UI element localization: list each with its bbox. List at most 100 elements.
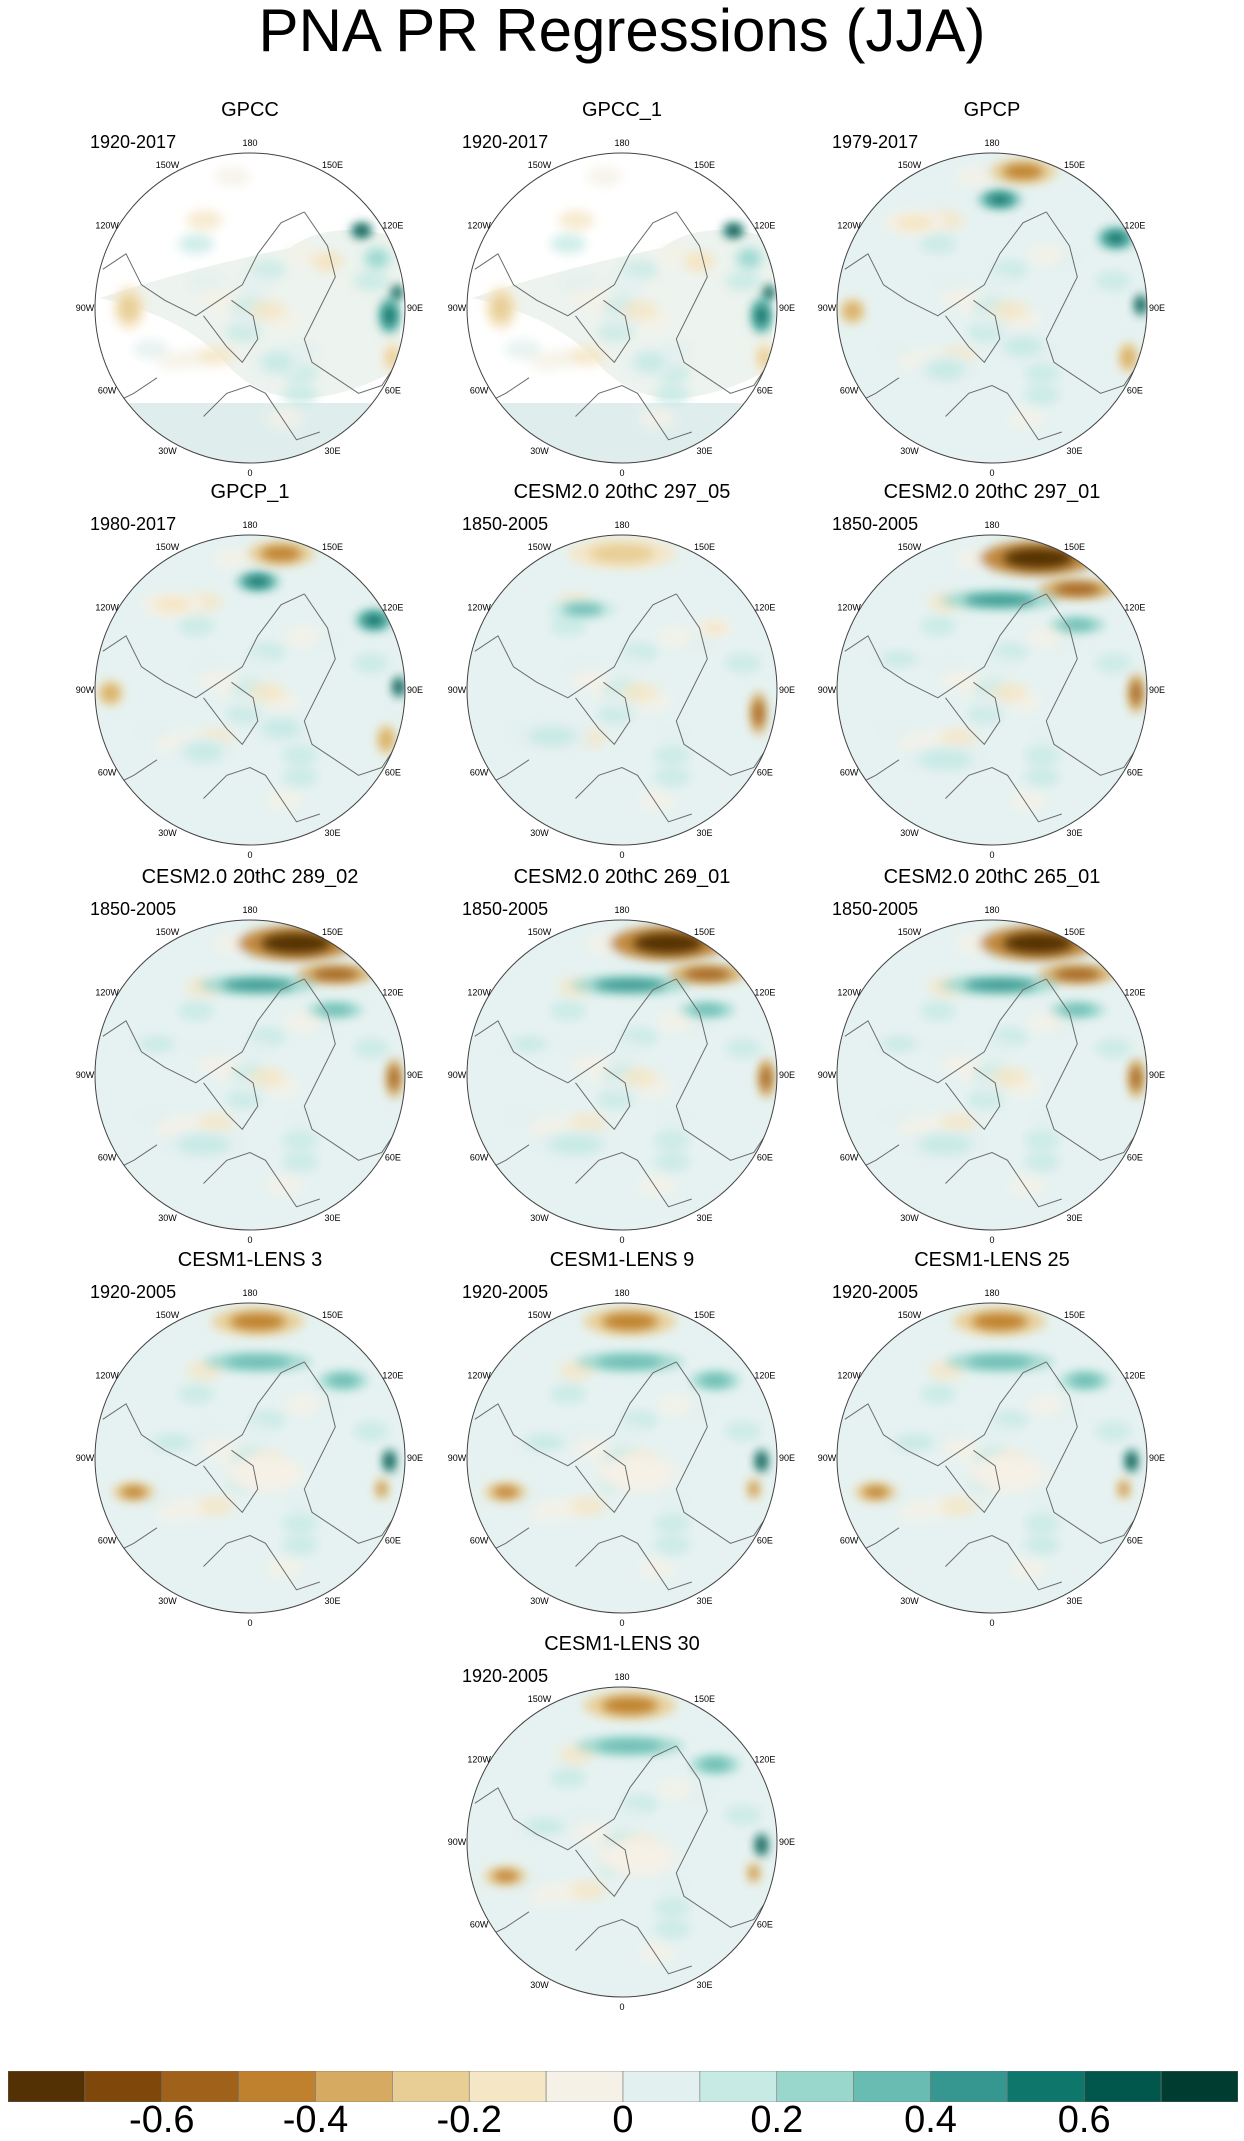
longitude-label: 30E bbox=[1066, 828, 1082, 838]
longitude-label: 150W bbox=[898, 927, 922, 937]
panel-title: GPCC bbox=[221, 99, 279, 121]
longitude-label: 30W bbox=[530, 1980, 549, 1990]
longitude-label: 90E bbox=[779, 1837, 795, 1847]
longitude-label: 0 bbox=[989, 468, 994, 478]
longitude-label: 120E bbox=[382, 221, 403, 231]
longitude-label: 150W bbox=[156, 1310, 180, 1320]
longitude-label: 0 bbox=[619, 468, 624, 478]
panel-period: 1920-2005 bbox=[90, 1282, 177, 1302]
panel-period: 1920-2017 bbox=[462, 132, 549, 152]
longitude-label: 180 bbox=[984, 905, 999, 915]
longitude-label: 60E bbox=[385, 768, 401, 778]
colorbar-bin bbox=[238, 2071, 316, 2102]
map-panel: GPCC_1 1920-2017 180 150E 120E 90E 60E 30E 0 30W 6… bbox=[448, 98, 795, 478]
panel-period: 1850-2005 bbox=[462, 899, 549, 919]
map-shading bbox=[467, 1687, 777, 1997]
longitude-label: 90E bbox=[1149, 303, 1165, 313]
polar-map: 180 150E 120E 90E 60E 30E 0 30W 60W 90W 120W 150W bbox=[818, 520, 1165, 860]
longitude-label: 30W bbox=[900, 446, 919, 456]
longitude-label: 150E bbox=[1064, 160, 1085, 170]
longitude-label: 120E bbox=[754, 603, 775, 613]
longitude-label: 90E bbox=[779, 1453, 795, 1463]
colorbar-tick-label: 0.4 bbox=[904, 2099, 957, 2141]
longitude-label: 150W bbox=[528, 160, 552, 170]
longitude-label: 150E bbox=[322, 927, 343, 937]
panel-title: CESM1-LENS 3 bbox=[177, 1249, 323, 1271]
polar-map: 180 150E 120E 90E 60E 30E 0 30W 60W 90W 120W 150W bbox=[818, 905, 1165, 1245]
colorbar-tick-label: -0.6 bbox=[129, 2099, 195, 2141]
map-shading bbox=[837, 1303, 1147, 1613]
longitude-label: 0 bbox=[247, 1235, 252, 1245]
longitude-label: 90E bbox=[1149, 685, 1165, 695]
panel-title: CESM1-LENS 25 bbox=[914, 1249, 1070, 1271]
longitude-label: 150E bbox=[1064, 542, 1085, 552]
longitude-label: 150E bbox=[694, 1310, 715, 1320]
longitude-label: 60E bbox=[1127, 1536, 1143, 1546]
colorbar-tick-label: 0 bbox=[612, 2099, 634, 2141]
panel-period: 1920-2017 bbox=[90, 132, 177, 152]
longitude-label: 30W bbox=[530, 446, 549, 456]
longitude-label: 90W bbox=[818, 303, 837, 313]
longitude-label: 180 bbox=[614, 905, 629, 915]
map-shading bbox=[95, 535, 405, 845]
figure-title: PNA PR Regressions (JJA) bbox=[258, 0, 986, 64]
longitude-label: 90W bbox=[818, 685, 837, 695]
longitude-label: 0 bbox=[619, 2002, 624, 2012]
longitude-label: 30E bbox=[324, 1596, 340, 1606]
longitude-label: 120W bbox=[467, 1371, 491, 1381]
polar-map: 180 150E 120E 90E 60E 30E 0 30W 60W 90W 120W 150W bbox=[76, 1288, 423, 1628]
panel-period: 1980-2017 bbox=[90, 514, 177, 534]
longitude-label: 120E bbox=[754, 221, 775, 231]
polar-map: 180 150E 120E 90E 60E 30E 0 30W 60W 90W 120W 150W bbox=[448, 1288, 795, 1628]
longitude-label: 90W bbox=[76, 685, 95, 695]
panel-period: 1850-2005 bbox=[90, 899, 177, 919]
colorbar-bin bbox=[8, 2071, 86, 2102]
longitude-label: 120W bbox=[837, 221, 861, 231]
longitude-label: 60W bbox=[98, 386, 117, 396]
longitude-label: 30E bbox=[324, 1213, 340, 1223]
polar-map: 180 150E 120E 90E 60E 30E 0 30W 60W 90W 120W 150W bbox=[448, 520, 795, 860]
panel-period: 1920-2005 bbox=[832, 1282, 919, 1302]
longitude-label: 60E bbox=[385, 386, 401, 396]
colorbar-tick-label: 0.6 bbox=[1057, 2099, 1111, 2141]
panel-title: CESM2.0 20thC 269_01 bbox=[513, 866, 731, 888]
longitude-label: 0 bbox=[989, 1618, 994, 1628]
colorbar-tick-label: 0.2 bbox=[750, 2099, 804, 2141]
longitude-label: 30E bbox=[696, 828, 712, 838]
longitude-label: 180 bbox=[614, 1672, 629, 1682]
map-shading bbox=[837, 535, 1147, 845]
longitude-label: 0 bbox=[989, 1235, 994, 1245]
longitude-label: 30W bbox=[158, 446, 177, 456]
longitude-label: 180 bbox=[984, 138, 999, 148]
map-panel: CESM1-LENS 3 1920-2005 180 150E 120E 90E 60E 30… bbox=[76, 1248, 423, 1628]
longitude-label: 90W bbox=[818, 1070, 837, 1080]
longitude-label: 150W bbox=[528, 927, 552, 937]
map-panel: GPCP 1979-2017 180 150E 120E 90E 60E 30E 0 30W 60W… bbox=[818, 98, 1165, 478]
longitude-label: 90W bbox=[448, 685, 467, 695]
longitude-label: 150W bbox=[156, 927, 180, 937]
panel-title: CESM1-LENS 30 bbox=[544, 1633, 700, 1655]
longitude-label: 60E bbox=[1127, 386, 1143, 396]
colorbar-bin bbox=[622, 2071, 701, 2102]
longitude-label: 30W bbox=[158, 828, 177, 838]
colorbar-bin bbox=[1007, 2071, 1085, 2102]
longitude-label: 60W bbox=[470, 1920, 489, 1930]
longitude-label: 120E bbox=[1124, 988, 1145, 998]
longitude-label: 60W bbox=[840, 386, 859, 396]
longitude-label: 120W bbox=[837, 988, 861, 998]
longitude-label: 120E bbox=[1124, 603, 1145, 613]
map-panel: CESM2.0 20thC 269_01 1850-2005 180 150E 120E… bbox=[448, 865, 795, 1245]
longitude-label: 90W bbox=[76, 303, 95, 313]
longitude-label: 90E bbox=[1149, 1453, 1165, 1463]
longitude-label: 30W bbox=[530, 1213, 549, 1223]
longitude-label: 150E bbox=[322, 160, 343, 170]
map-shading bbox=[837, 153, 1147, 463]
longitude-label: 60E bbox=[757, 1153, 773, 1163]
polar-map: 180 150E 120E 90E 60E 30E 0 30W 60W 90W 120W 150W bbox=[818, 138, 1165, 478]
longitude-label: 120W bbox=[95, 603, 119, 613]
panel-period: 1920-2005 bbox=[462, 1666, 549, 1686]
longitude-label: 90E bbox=[1149, 1070, 1165, 1080]
longitude-label: 60W bbox=[470, 386, 489, 396]
longitude-label: 150W bbox=[156, 160, 180, 170]
longitude-label: 60E bbox=[385, 1536, 401, 1546]
